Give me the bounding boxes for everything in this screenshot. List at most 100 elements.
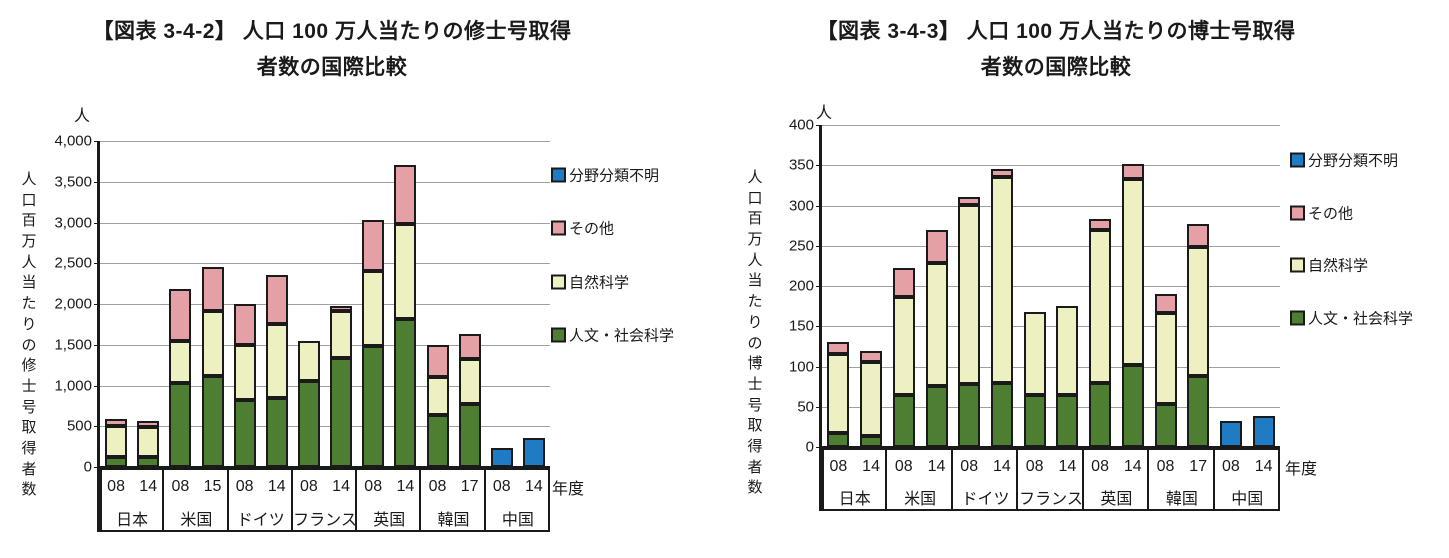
bar-segment-米国-08 [169,383,192,467]
y-axis-title-char: 博 [747,355,763,373]
bar-segment-フランス-08 [297,341,320,381]
gridline [822,205,1280,207]
x-axis-table-bottom-border [822,509,1280,511]
y-axis-tick-label: 50 [797,398,814,416]
x-axis-year-label: 08 [428,478,447,495]
y-axis-tick-label: 1,500 [54,336,92,354]
x-axis-year-label: 14 [267,478,286,495]
x-axis-year-label: 08 [235,478,254,495]
bar-segment-日本-08 [105,456,128,467]
gridline [100,304,550,305]
y-axis-tick-label: 150 [788,317,814,335]
bar-segment-日本-14 [137,427,160,458]
x-axis-year-label: 08 [492,478,511,495]
bar-segment-韓国-17 [1187,376,1210,447]
y-axis-title-char: 数 [747,479,763,497]
chart-title: 【図表 3-4-2】 人口 100 万人当たりの修士号取得 者数の国際比較 [0,14,664,86]
x-axis-year-label: 14 [396,478,415,495]
y-axis-tick-label: 0 [805,438,814,456]
bar-segment-フランス-08 [1023,311,1046,396]
x-axis-group-cell [421,470,486,532]
bar-segment-日本-08 [827,353,850,434]
y-axis-title-char: 者 [21,460,37,478]
bar-segment-ドイツ-08 [958,204,981,385]
bar-segment-英国-14 [394,224,417,320]
bar-segment-米国-08 [892,297,915,395]
legend-label: その他 [569,220,615,238]
x-axis-country-label: フランス [293,512,357,529]
bar-segment-英国-14 [394,165,417,225]
bar-segment-英国-14 [1121,164,1144,179]
y-axis-title-char: 取 [21,419,37,437]
legend-label: 人文・社会科学 [569,327,675,345]
y-axis-title-char: 百 [747,210,763,228]
x-axis-year-label: 14 [139,478,158,495]
x-axis-year-label: 14 [927,458,946,475]
y-axis-tick-label: 2,500 [54,254,92,272]
y-axis-title-char: 士 [747,375,763,393]
y-axis-tick-label: 250 [788,237,814,255]
x-axis-country-label: 韓国 [437,512,470,529]
chart-title-line2: 者数の国際比較 [980,56,1132,79]
x-axis-group-cell [293,470,358,532]
bar-segment-中国-14 [1252,415,1275,447]
chart-title-line1: 【図表 3-4-3】 人口 100 万人当たりの博士号取得 [816,20,1296,43]
y-axis-tick-label: 3,000 [54,214,92,231]
x-axis-year-label: 08 [107,478,125,495]
y-axis-tick-label: 350 [788,156,814,174]
y-axis-tick-label: 0 [83,458,92,476]
x-axis-country-label: 英国 [1100,491,1133,508]
gridline [822,245,1280,247]
bar-segment-米国-15 [201,375,224,467]
y-axis-tick-label: 100 [788,358,814,375]
legend-item: その他 [551,218,614,239]
bar-segment-英国-08 [362,346,385,467]
x-axis-group-cell [164,470,229,532]
bar-segment-英国-08 [1089,229,1112,383]
y-axis-title-char: 修 [21,357,37,375]
bar-segment-米国-15 [201,267,224,312]
legend-swatch [551,167,566,183]
bar-segment-ドイツ-08 [958,197,981,205]
legend-item: 分野分類不明 [551,165,659,186]
y-axis-title: 人口百万人当たりの博士号取得者数 [746,168,764,499]
legend-label: 分野分類不明 [569,167,660,185]
chart-title-line1: 【図表 3-4-2】 人口 100 万人当たりの修士号取得 [92,20,572,43]
bar-segment-ドイツ-14 [990,177,1013,384]
x-axis-year-label: 17 [1189,458,1208,475]
bar-segment-韓国-08 [1154,404,1177,447]
y-axis-title-char: 号 [21,398,37,416]
y-axis-title-char: 取 [747,417,763,435]
bar-segment-韓国-17 [458,404,481,467]
bar-segment-ドイツ-14 [265,398,288,467]
x-axis-year-label: 08 [1156,458,1175,475]
bar-segment-英国-14 [394,319,417,467]
gridline [100,181,550,183]
y-axis-title-char: 口 [21,191,37,209]
bar-segment-英国-14 [1121,178,1144,365]
bar-segment-日本-14 [860,362,883,436]
y-axis-title-char: 号 [747,396,763,414]
gridline [822,286,1280,287]
bar-segment-韓国-08 [426,345,449,377]
x-axis-country-label: 中国 [1231,491,1264,508]
y-axis-title-char: 得 [21,439,37,457]
bar-segment-英国-08 [1089,219,1112,230]
x-axis-year-label: 14 [1123,458,1142,475]
y-axis-title-char: の [747,334,763,352]
x-axis-group-cell [953,450,1019,511]
x-axis-group-cell [357,470,422,532]
y-axis-title-char: 者 [747,458,763,476]
legend-label: 自然科学 [1308,257,1369,275]
bar-segment-フランス-14 [1056,306,1079,396]
legend-swatch [1290,205,1305,221]
bar-segment-英国-08 [1089,382,1112,447]
gridline [822,406,1280,408]
x-axis-group-cell [1149,450,1215,511]
bar-segment-米国-14 [925,385,948,447]
bar-segment-日本-08 [105,426,128,457]
y-axis-title-char: 人 [747,169,763,186]
bar-segment-ドイツ-14 [990,169,1013,178]
gridline [822,366,1280,368]
